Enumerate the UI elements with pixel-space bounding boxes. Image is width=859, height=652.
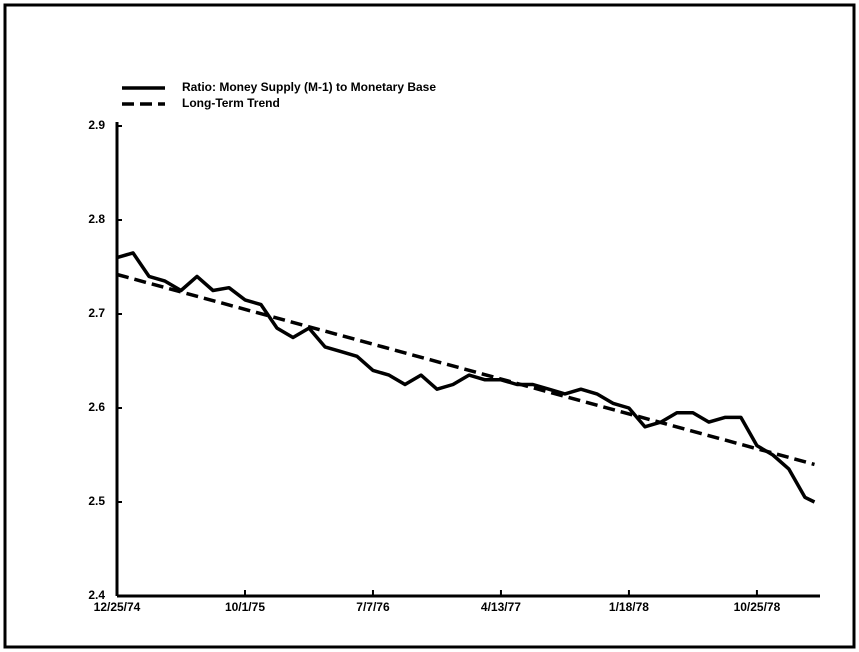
x-tick-label: 12/25/74 (94, 600, 141, 614)
y-tick-label: 2.4 (88, 588, 105, 602)
x-tick-label: 4/13/77 (481, 600, 521, 614)
y-tick-label: 2.5 (88, 494, 105, 508)
legend-label: Long-Term Trend (182, 96, 280, 110)
line-series (116, 272, 815, 467)
x-tick-label: 10/25/78 (734, 600, 781, 614)
y-tick-label: 2.9 (88, 118, 105, 132)
y-tick-label: 2.8 (88, 212, 105, 226)
legend-label: Ratio: Money Supply (M-1) to Monetary Ba… (182, 80, 436, 94)
y-tick-label: 2.6 (88, 400, 105, 414)
frame (3, 3, 856, 649)
x-tick-label: 10/1/75 (225, 600, 265, 614)
y-tick-label: 2.7 (88, 306, 105, 320)
x-tick-label: 1/18/78 (609, 600, 649, 614)
x-tick-label: 7/7/76 (356, 600, 390, 614)
line-series (116, 251, 816, 504)
